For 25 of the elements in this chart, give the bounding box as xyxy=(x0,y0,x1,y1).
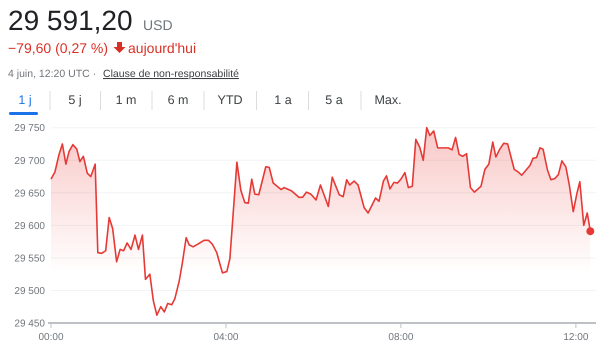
x-tick-label: 04:00 xyxy=(213,332,239,343)
text: 1 m xyxy=(116,93,136,107)
text: 1 a xyxy=(274,93,292,107)
text: 4 juin, 12:20 UTC · xyxy=(8,68,96,80)
x-tick-label: 08:00 xyxy=(388,332,414,343)
x-tick-label: 12:00 xyxy=(563,332,589,343)
y-tick-label: 29 650 xyxy=(14,188,46,200)
y-tick-label: 29 450 xyxy=(14,318,46,330)
text: 1 j xyxy=(18,93,32,107)
text: −79,60 (0,27 %) xyxy=(8,40,108,56)
text: YTD xyxy=(218,93,242,107)
text: 5 j xyxy=(68,93,82,107)
text: USD xyxy=(143,17,173,33)
text: 6 m xyxy=(168,93,188,107)
y-tick-label: 29 700 xyxy=(14,156,46,167)
text: aujourd'hui xyxy=(128,40,196,56)
y-tick-label: 29 550 xyxy=(14,253,46,264)
y-tick-label: 29 750 xyxy=(14,123,46,134)
y-tick-label: 29 600 xyxy=(14,220,46,232)
chart-title: 29 591,20 xyxy=(8,5,133,36)
text: 5 a xyxy=(325,93,343,107)
text: Max. xyxy=(374,93,402,107)
x-tick-label: 00:00 xyxy=(38,332,64,343)
text: Clause de non-responsabilité xyxy=(103,68,240,80)
y-tick-label: 29 500 xyxy=(14,286,46,297)
